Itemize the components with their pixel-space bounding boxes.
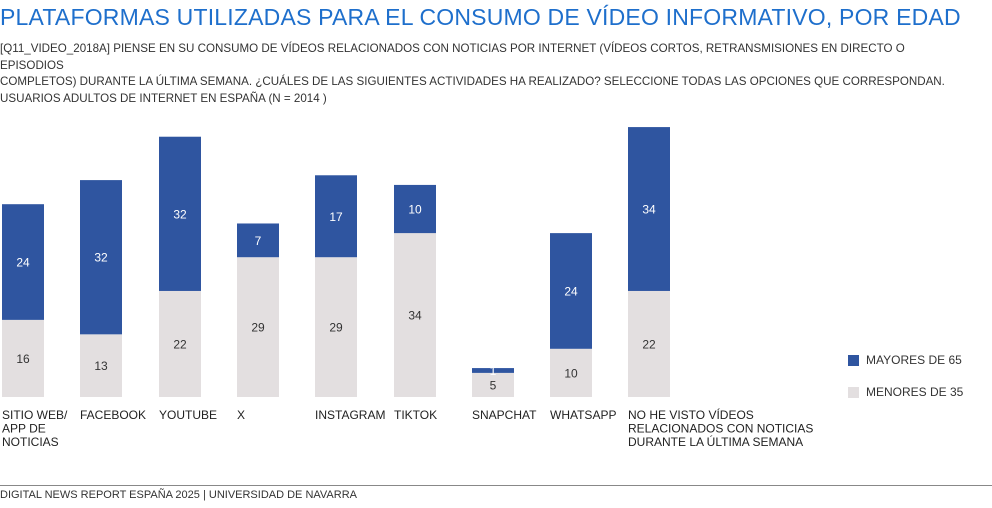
category-label: SITIO WEB/ (2, 408, 68, 422)
bar-segment-menores (394, 233, 436, 397)
bar-segment-mayores (394, 184, 436, 234)
bar-segment-mayores (159, 136, 201, 291)
data-label-menores: 29 (329, 321, 343, 335)
bar-segment-menores (472, 372, 514, 397)
data-label-menores: 10 (564, 366, 578, 380)
chart-title: PLATAFORMAS UTILIZADAS PARA EL CONSUMO D… (0, 4, 961, 30)
legend-item-mayores: MAYORES DE 65 (848, 353, 962, 367)
legend-item-menores: MENORES DE 35 (848, 385, 963, 399)
data-label-mayores: 32 (94, 251, 108, 265)
category-label: FACEBOOK (80, 408, 146, 422)
bar-segment-mayores (315, 175, 357, 258)
footer-source: DIGITAL NEWS REPORT ESPAÑA 2025 | UNIVER… (0, 489, 357, 501)
bar-segment-menores (550, 348, 592, 397)
bar-segment-menores (315, 257, 357, 397)
category-label: WHATSAPP (550, 408, 616, 422)
subtitle-line: USUARIOS ADULTOS DE INTERNET EN ESPAÑA (… (0, 91, 327, 105)
chart-subtitle: [Q11_VIDEO_2018a] PIENSE EN SU CONSUMO D… (0, 41, 960, 107)
bar-segment-mayores (472, 368, 514, 373)
bar-segment-menores (237, 257, 279, 397)
data-label-mayores: 1 (490, 364, 497, 378)
data-label-menores: 29 (251, 321, 265, 335)
data-label-mayores: 10 (408, 203, 422, 217)
category-label: NOTICIAS (2, 435, 59, 449)
data-label-menores: 22 (173, 337, 187, 351)
category-label: NO HE VISTO VÍDEOS (628, 407, 754, 422)
data-label-menores: 22 (642, 337, 656, 351)
data-label-mayores: 7 (255, 234, 262, 248)
subtitle-line: COMPLETOS) DURANTE LA ÚLTIMA SEMANA. ¿CU… (0, 75, 945, 88)
category-label: INSTAGRAM (315, 408, 385, 422)
category-label: TIKTOK (394, 408, 437, 422)
data-label-mayores: 24 (564, 284, 578, 298)
bar-segment-mayores (2, 204, 44, 320)
category-label: RELACIONADOS CON NOTICIAS (628, 422, 813, 436)
bar-segment-menores (628, 290, 670, 397)
data-label-menores: 5 (490, 378, 497, 392)
category-label: APP DE (2, 422, 46, 436)
data-label-mayores: 24 (16, 256, 30, 270)
legend-label-mayores: MAYORES DE 65 (866, 353, 962, 367)
data-label-mayores: 32 (173, 207, 187, 221)
legend-label-menores: MENORES DE 35 (866, 385, 964, 399)
legend-swatch-menores (848, 386, 859, 398)
data-label-mayores: 34 (642, 203, 656, 217)
subtitle-line: [Q11_VIDEO_2018a] PIENSE EN SU CONSUMO D… (0, 42, 905, 72)
bar-segment-mayores (80, 180, 122, 335)
category-label: DURANTE LA ÚLTIMA SEMANA (628, 434, 803, 449)
bar-segment-mayores (237, 223, 279, 258)
category-label: X (237, 408, 245, 422)
data-label-menores: 16 (16, 352, 30, 366)
data-label-mayores: 17 (329, 210, 343, 224)
legend-swatch-mayores (848, 354, 859, 366)
bar-segment-menores (80, 334, 122, 397)
bar-segment-menores (159, 290, 201, 397)
footer-divider (0, 485, 992, 486)
category-label: SNAPCHAT (472, 408, 537, 422)
data-label-menores: 34 (408, 309, 422, 323)
bar-segment-menores (2, 319, 44, 397)
data-label-menores: 13 (94, 359, 108, 373)
category-label: YOUTUBE (159, 408, 217, 422)
bar-segment-mayores (628, 127, 670, 291)
bar-segment-mayores (550, 233, 592, 349)
